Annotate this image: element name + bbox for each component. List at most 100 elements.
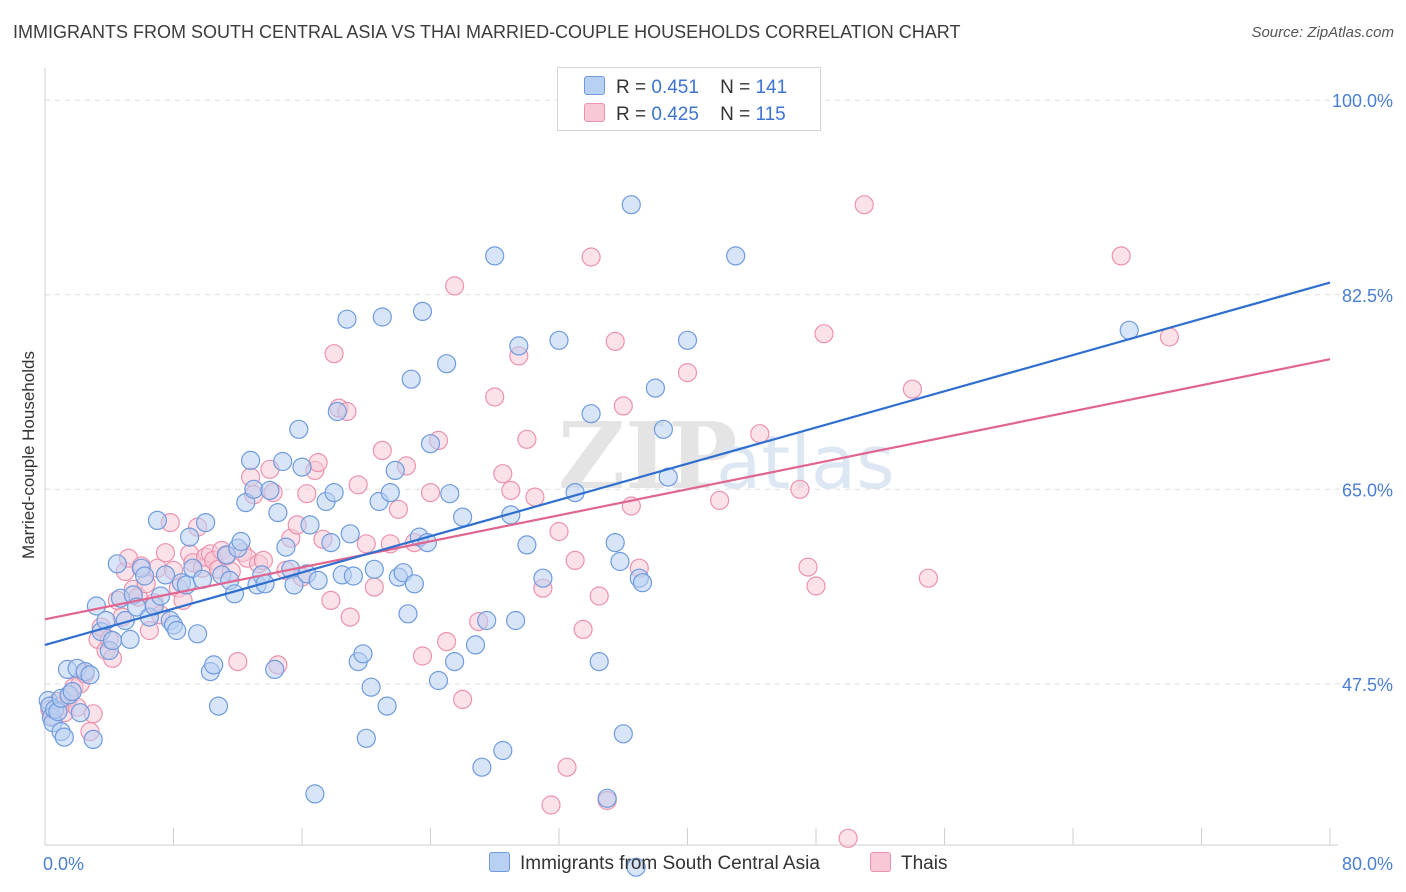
immigrants-point xyxy=(62,681,82,702)
thais-point xyxy=(750,424,770,444)
thais-point xyxy=(501,480,521,500)
watermark: ZIP atlas xyxy=(558,402,895,510)
immigrants-point xyxy=(167,620,187,641)
thais-point xyxy=(589,586,609,606)
immigrants-point xyxy=(605,532,625,553)
thais-point xyxy=(1111,246,1131,266)
correlation-legend: R = 0.451 N = 141 R = 0.425 N = 115 xyxy=(557,67,821,131)
immigrants-point xyxy=(517,535,537,555)
tick-labels: 47.5% 65.0% 82.5% 100.0% 0.0% 80.0% xyxy=(43,91,1393,874)
immigrants-point xyxy=(610,551,630,572)
immigrants-point xyxy=(244,479,264,499)
thais-point xyxy=(709,490,730,510)
immigrants-point xyxy=(361,677,381,697)
bottom-legend-immigrants[interactable]: Immigrants from South Central Asia xyxy=(489,852,820,875)
bottom-legend-label-thais: Thais xyxy=(901,853,948,874)
bottom-legend-swatch-blue xyxy=(489,852,510,872)
legend-row-thais: R = 0.425 N = 115 xyxy=(584,103,786,125)
immigrants-point xyxy=(726,246,746,266)
thais-point xyxy=(806,576,826,596)
immigrants-point xyxy=(472,757,492,777)
immigrants-point xyxy=(321,532,341,553)
thais-point xyxy=(525,487,545,507)
immigrants-point xyxy=(677,330,698,350)
immigrants-point xyxy=(501,505,521,525)
thais-point xyxy=(517,429,537,449)
immigrants-point xyxy=(453,507,473,527)
immigrants-point xyxy=(581,404,601,424)
thais-point xyxy=(605,331,625,351)
immigrants-point xyxy=(353,644,373,664)
immigrants-point xyxy=(70,703,90,723)
thais-point xyxy=(814,324,834,344)
trend-line-thais xyxy=(44,358,1331,621)
thais-point xyxy=(573,619,593,640)
immigrants-point xyxy=(180,527,200,547)
immigrants-point xyxy=(485,246,505,266)
thais-point xyxy=(453,689,473,710)
immigrants-point xyxy=(54,727,74,747)
immigrants-point xyxy=(265,659,285,680)
thais-point xyxy=(412,646,433,666)
immigrants-point xyxy=(83,729,103,750)
x-tick-label-right: 80.0% xyxy=(1342,854,1393,874)
thais-point xyxy=(565,550,585,571)
legend-n-value-blue: 141 xyxy=(755,77,788,98)
immigrants-point xyxy=(401,369,421,389)
thais-point xyxy=(445,276,465,296)
immigrants-point xyxy=(300,515,320,535)
immigrants-point xyxy=(204,655,224,675)
immigrants-point xyxy=(80,665,100,685)
thais-point xyxy=(420,483,441,503)
thais-point xyxy=(549,521,569,542)
thais-point xyxy=(493,464,513,484)
thais-point xyxy=(228,651,248,672)
y-tick-label: 65.0% xyxy=(1342,480,1393,500)
legend-n-label: N = xyxy=(720,104,751,125)
immigrants-point xyxy=(273,451,293,472)
legend-swatch-pink xyxy=(584,103,605,122)
immigrants-point xyxy=(505,610,526,631)
immigrants-point xyxy=(364,559,384,579)
immigrants-point xyxy=(208,696,229,716)
immigrants-point xyxy=(626,857,646,877)
thais-point xyxy=(340,607,360,627)
thais-point xyxy=(308,453,328,473)
immigrants-point xyxy=(241,450,261,470)
legend-n-value-pink: 115 xyxy=(755,104,786,125)
thais-point xyxy=(372,440,392,460)
immigrants-point xyxy=(549,330,569,350)
immigrants-point xyxy=(340,524,360,544)
thais-point xyxy=(321,590,341,611)
immigrants-point xyxy=(613,724,633,744)
immigrants-point xyxy=(231,531,251,552)
bottom-legend-thais[interactable]: Thais xyxy=(870,852,947,875)
immigrants-point xyxy=(324,483,344,503)
immigrants-point xyxy=(268,502,288,523)
immigrants-point xyxy=(135,566,155,586)
legend-r-value-blue: 0.451 xyxy=(651,77,699,98)
gridlines xyxy=(45,99,1395,685)
series-immigrants-points xyxy=(38,195,1139,877)
legend-r-label: R = xyxy=(616,77,647,98)
thais-point xyxy=(613,396,633,416)
immigrants-point xyxy=(96,610,116,631)
immigrants-point xyxy=(337,309,357,329)
immigrants-point xyxy=(292,457,312,477)
immigrants-point xyxy=(533,568,553,588)
legend-swatch-blue xyxy=(584,76,605,95)
immigrants-point xyxy=(589,651,609,672)
immigrants-point xyxy=(653,419,674,439)
immigrants-point xyxy=(343,566,363,586)
immigrants-point xyxy=(420,434,441,454)
immigrants-point xyxy=(632,573,653,593)
immigrants-point xyxy=(398,604,418,624)
thais-point xyxy=(388,499,408,519)
bottom-legend-swatch-pink xyxy=(870,852,891,872)
legend-r-value-pink: 0.425 xyxy=(651,104,699,125)
thais-point xyxy=(838,828,858,848)
immigrants-point xyxy=(289,419,309,439)
immigrants-point xyxy=(621,195,641,215)
thais-point xyxy=(918,568,939,588)
